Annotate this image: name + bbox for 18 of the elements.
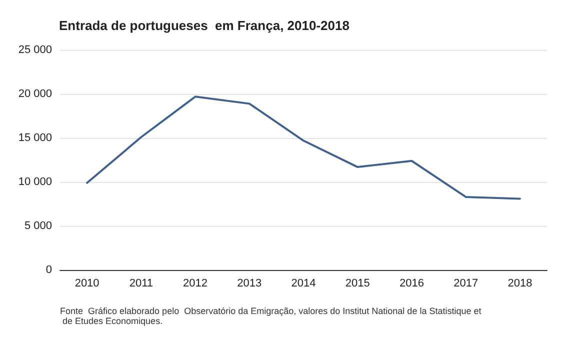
x-tick-label: 2014 [291, 278, 316, 290]
x-tick-label: 2013 [237, 278, 262, 290]
x-tick-label: 2015 [345, 278, 370, 290]
y-tick-label: 25 000 [18, 44, 52, 56]
line-series [86, 96, 521, 200]
y-tick-label: 10 000 [18, 176, 52, 188]
y-tick-label: 0 [46, 264, 52, 276]
x-tick-label: 2016 [399, 278, 424, 290]
source-note: Fonte Gráfico elaborado pelo Observatório da Emigração, valores do Institut National de la Statistique et de Etudes Economiques. [60, 306, 482, 326]
x-tick-label: 2018 [508, 278, 532, 290]
y-tick-label: 15 000 [18, 132, 52, 144]
x-tick-label: 2011 [129, 278, 153, 290]
x-tick-label: 2012 [183, 278, 208, 290]
x-tick-label: 2017 [454, 278, 478, 290]
y-tick-label: 20 000 [18, 88, 52, 100]
x-tick-label: 2010 [74, 278, 100, 290]
chart-title: Entrada de portugueses em França, 2010-2018 [59, 18, 350, 33]
y-tick-label: 5 000 [24, 220, 52, 232]
